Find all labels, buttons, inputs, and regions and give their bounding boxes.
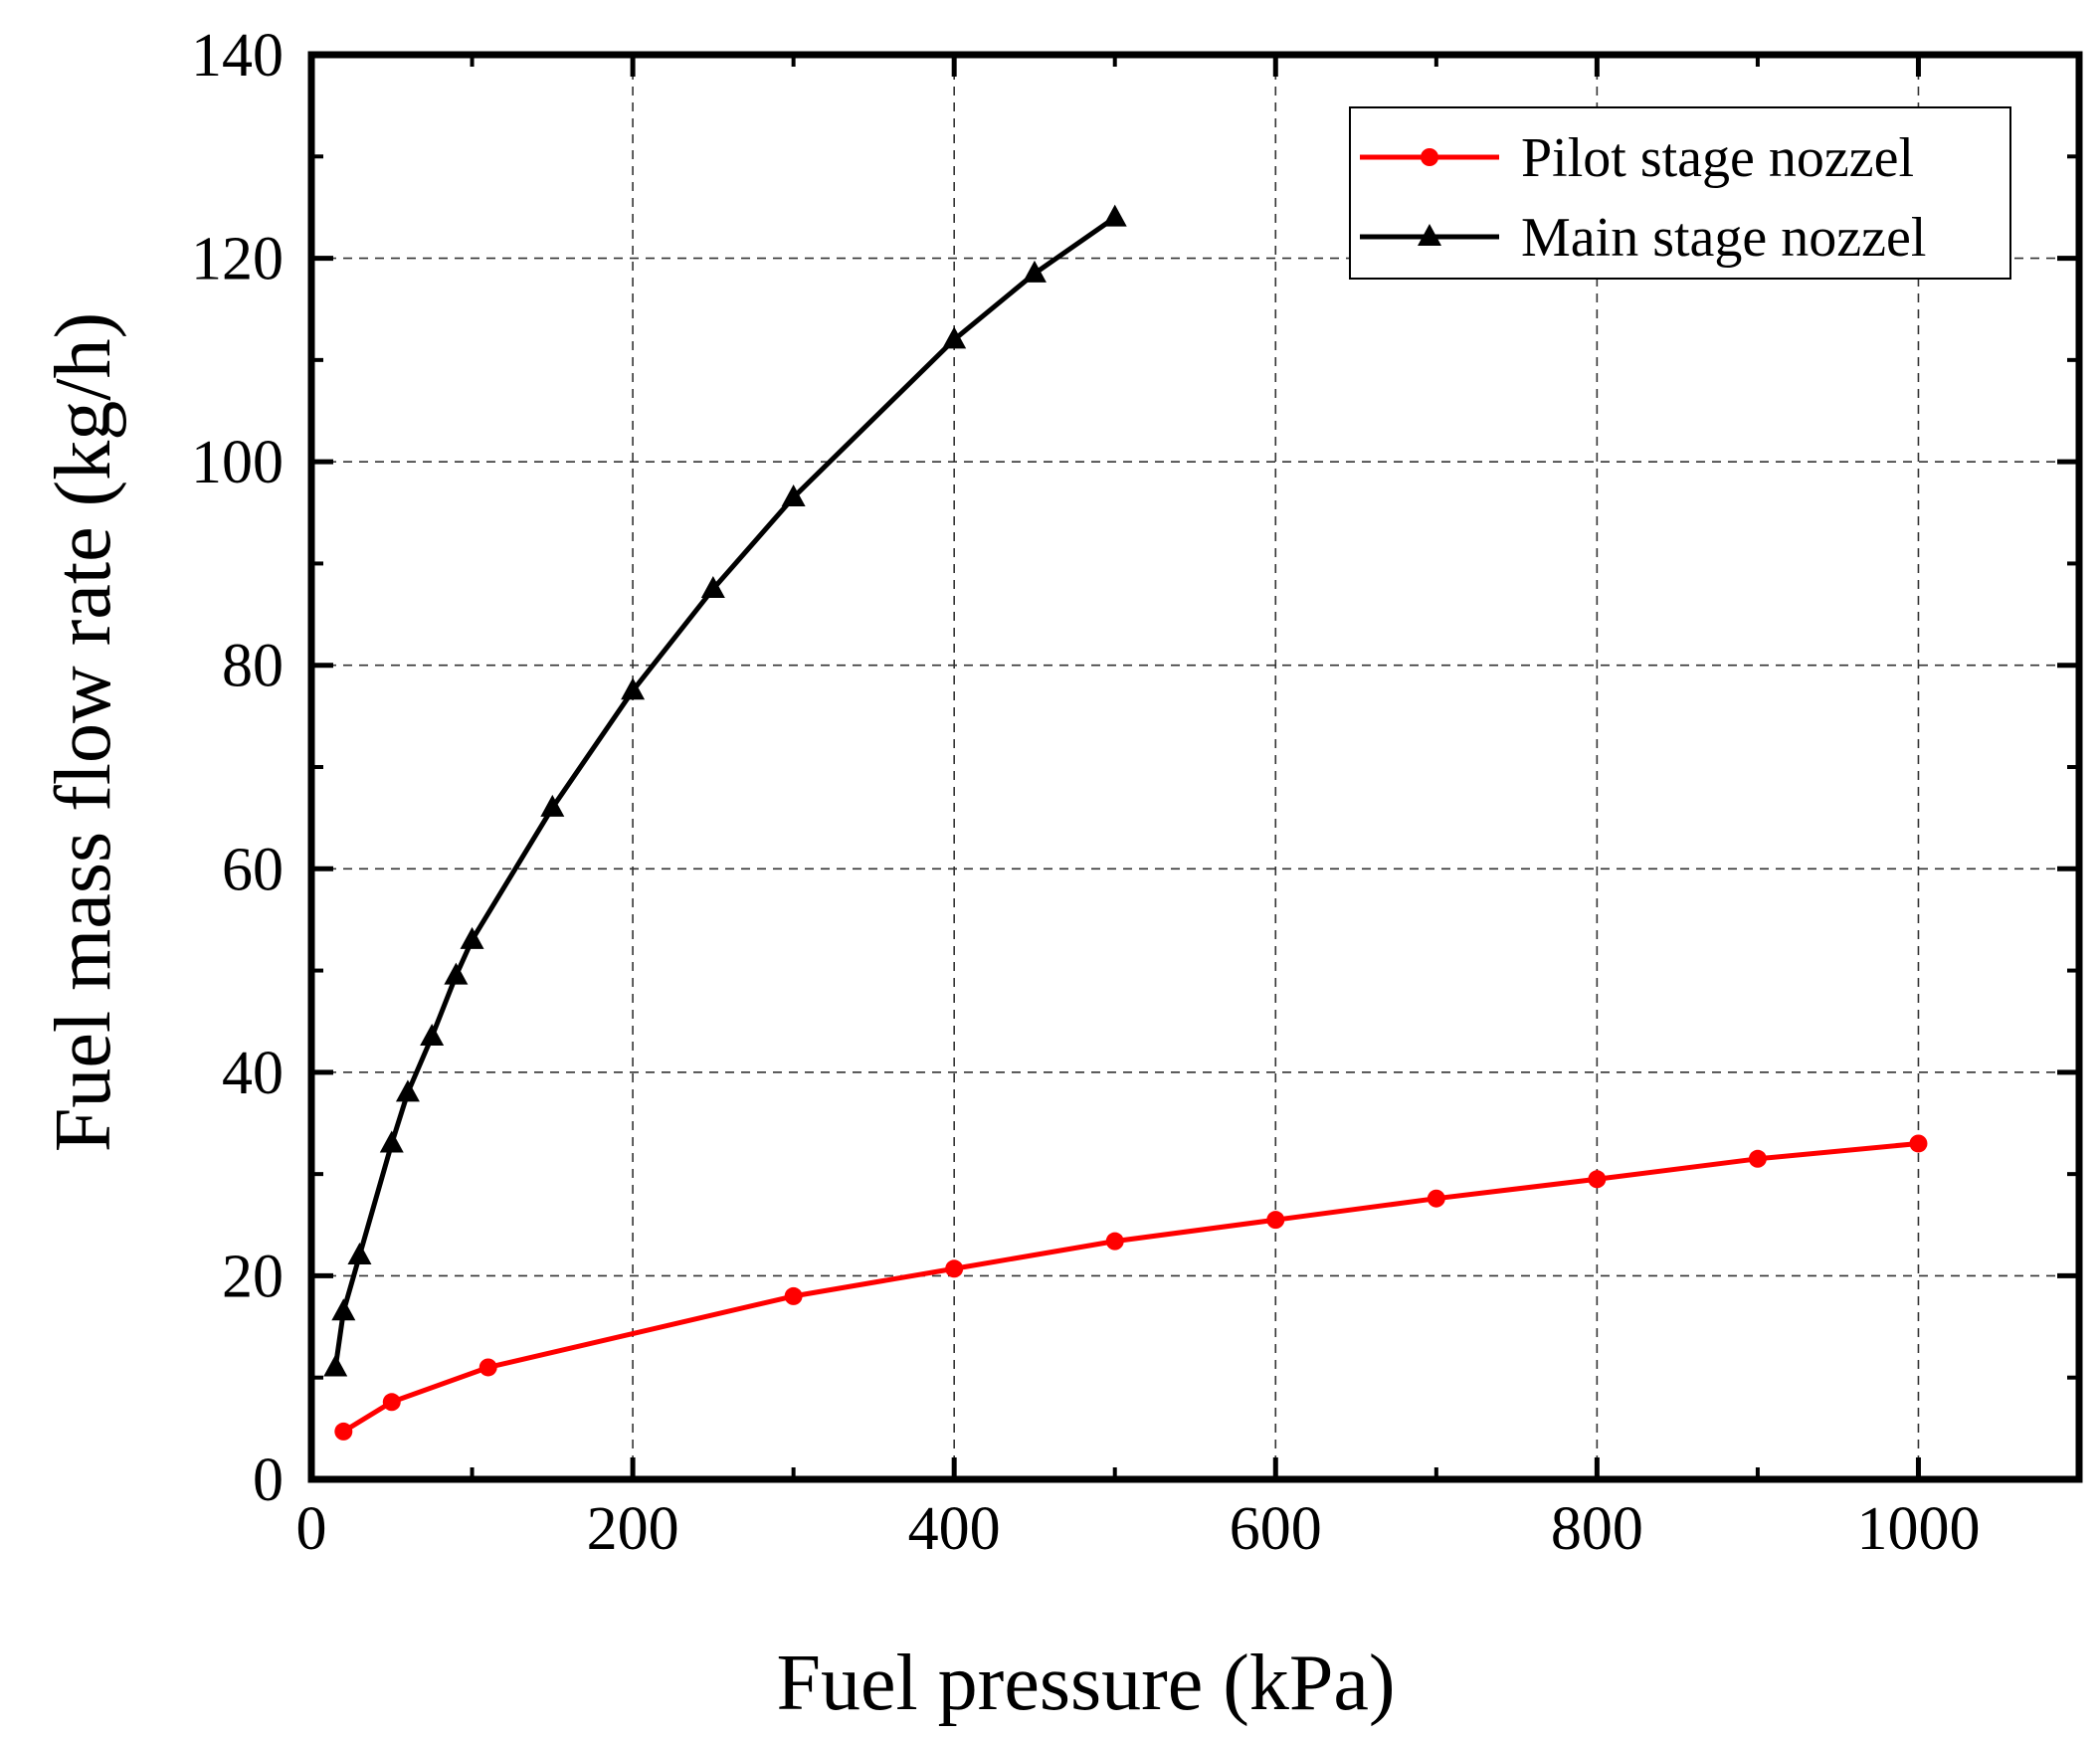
data-point-marker	[1748, 1149, 1767, 1168]
y-tick-label: 40	[222, 1040, 284, 1107]
data-point-marker	[323, 1354, 348, 1377]
data-point-marker	[1421, 148, 1438, 166]
data-point-marker	[1102, 204, 1127, 227]
data-point-marker	[478, 1358, 497, 1377]
data-point-marker	[1588, 1170, 1607, 1189]
data-point-marker	[444, 962, 469, 985]
y-tick-label: 20	[222, 1243, 284, 1310]
tick-labels: 0 200 400 600 800 1000 0 20 40 60 80 100 120 140	[191, 22, 1980, 1563]
legend-box	[1349, 106, 2011, 280]
legend-entry: Pilot stage nozzel	[1360, 127, 1914, 189]
x-tick-label: 800	[1551, 1495, 1643, 1563]
data-point-marker	[945, 1259, 964, 1278]
data-point-marker	[1022, 260, 1047, 283]
legend: Pilot stage nozzel Main stage nozzel	[1349, 106, 2011, 280]
legend-label: Pilot stage nozzel	[1521, 127, 1914, 189]
x-tick-label: 400	[908, 1495, 1001, 1563]
x-axis-title: Fuel pressure (kPa)	[776, 1640, 1395, 1727]
series-layer	[323, 204, 1928, 1441]
y-tick-label: 140	[191, 22, 284, 90]
data-point-marker	[540, 794, 565, 817]
legend-entries: Pilot stage nozzel Main stage nozzel	[1360, 127, 1926, 269]
series-group	[323, 204, 1127, 1377]
data-point-marker	[1909, 1134, 1928, 1153]
data-point-marker	[1427, 1189, 1445, 1208]
data-point-marker	[784, 1286, 803, 1305]
series-group	[334, 1134, 1928, 1441]
x-tick-label: 600	[1230, 1495, 1322, 1563]
data-point-marker	[395, 1079, 420, 1102]
data-point-marker	[420, 1024, 445, 1047]
data-point-marker	[379, 1130, 404, 1153]
x-tick-label: 200	[587, 1495, 679, 1563]
data-point-marker	[460, 926, 484, 949]
x-tick-label: 0	[296, 1495, 327, 1563]
data-point-marker	[621, 677, 646, 700]
y-tick-label: 120	[191, 226, 284, 293]
legend-label: Main stage nozzel	[1521, 207, 1926, 269]
y-tick-label: 0	[253, 1447, 284, 1514]
data-point-marker	[700, 576, 725, 598]
legend-entry: Main stage nozzel	[1360, 207, 1926, 269]
y-axis-title: Fuel mass flow rate (kg/h)	[40, 312, 127, 1152]
data-point-marker	[382, 1393, 401, 1412]
data-point-marker	[331, 1298, 356, 1321]
data-point-marker	[1266, 1211, 1285, 1230]
y-tick-label: 100	[191, 429, 284, 496]
plot-frame	[307, 51, 2083, 1483]
y-tick-label: 60	[222, 836, 284, 903]
data-point-marker	[334, 1422, 353, 1441]
data-point-marker	[781, 483, 806, 506]
data-point-marker	[1418, 224, 1441, 246]
data-point-marker	[1105, 1232, 1124, 1251]
x-tick-label: 1000	[1856, 1495, 1980, 1563]
data-point-marker	[942, 326, 967, 349]
y-tick-label: 80	[222, 633, 284, 700]
data-point-marker	[347, 1242, 372, 1264]
